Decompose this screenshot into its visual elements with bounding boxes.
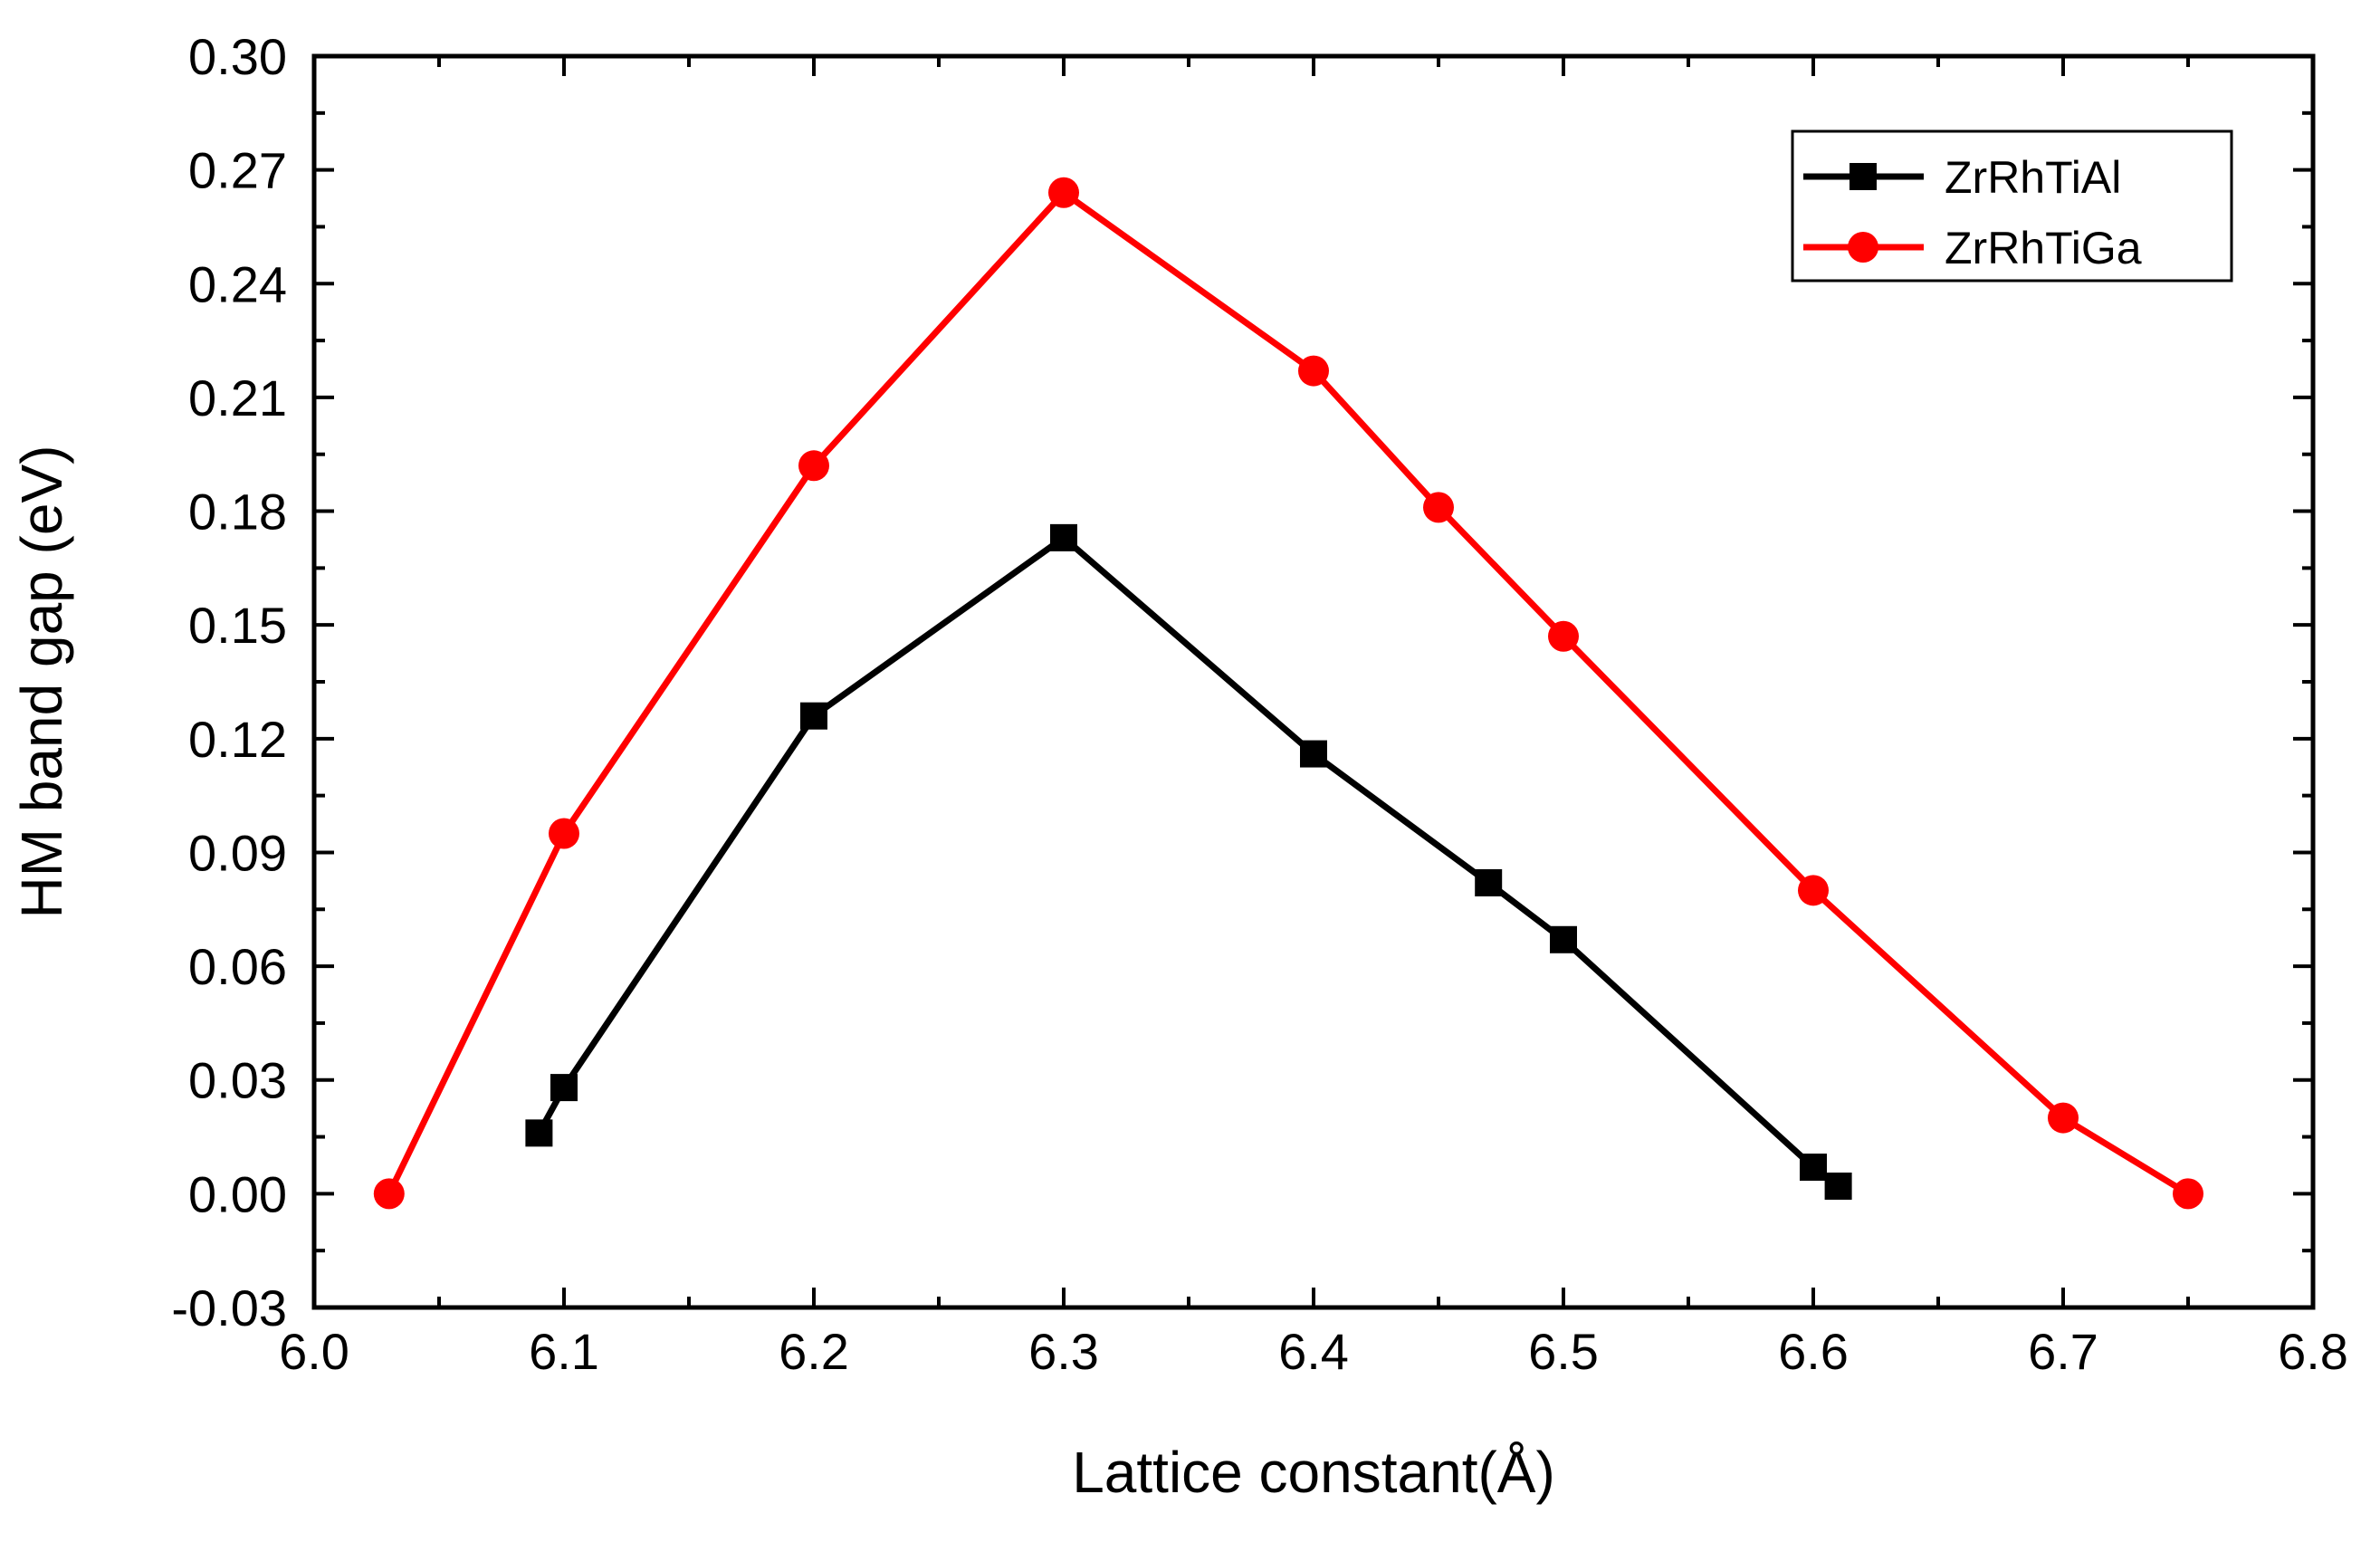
plot-frame [311, 53, 2316, 1310]
tick-labels: 6.0 6.1 6.2 6.3 6.4 6.5 6.6 6.7 6.8 -0.03 0.00 0.03… [171, 28, 2348, 1380]
x-tick-label: 6.1 [529, 1323, 599, 1380]
y-tick-label: 0.00 [188, 1165, 287, 1222]
y-tick-label: 0.18 [188, 484, 287, 541]
y-tick-label: 0.06 [188, 938, 287, 995]
legend-marker [1850, 163, 1877, 190]
data-point [1298, 355, 1329, 387]
x-tick-label: 6.2 [779, 1323, 849, 1380]
data-point [1798, 875, 1829, 906]
data-point [1550, 925, 1577, 953]
y-tick-label: 0.12 [188, 711, 287, 768]
legend-item: ZrRhTiGa [1803, 223, 2142, 273]
data-point [800, 702, 827, 730]
x-tick-label: 6.7 [2028, 1323, 2098, 1380]
legend: ZrRhTiAl ZrRhTiGa [1791, 129, 2233, 283]
x-tick-label: 6.4 [1278, 1323, 1349, 1380]
data-point [1824, 1172, 1852, 1200]
data-point [1048, 177, 1079, 208]
data-point [1800, 1154, 1827, 1182]
data-point [1300, 740, 1327, 768]
x-tick-label: 6.6 [1778, 1323, 1849, 1380]
y-tick-label: 0.03 [188, 1052, 287, 1109]
y-tick-label: -0.03 [171, 1279, 287, 1336]
x-axis-title: Lattice constant(Å) [1072, 1440, 1555, 1505]
plot-series [373, 177, 2203, 1210]
series-line [386, 189, 2190, 1197]
series-line [536, 534, 1840, 1189]
legend-items: ZrRhTiAl ZrRhTiGa [1803, 152, 2142, 273]
y-tick-label: 0.27 [188, 142, 287, 199]
y-axis-title: HM band gap (eV) [9, 445, 74, 919]
data-point [550, 1074, 578, 1102]
legend-label: ZrRhTiGa [1945, 223, 2142, 273]
series-ZrRhTiGa [373, 177, 2203, 1210]
y-tick-label: 0.21 [188, 369, 287, 426]
y-tick-label: 0.30 [188, 28, 287, 85]
x-tick-label: 6.3 [1028, 1323, 1099, 1380]
y-tick-label: 0.24 [188, 255, 287, 312]
data-point [549, 818, 579, 849]
data-point [1050, 523, 1077, 551]
data-point [2173, 1178, 2203, 1210]
data-point [525, 1119, 553, 1147]
x-tick-label: 6.5 [1528, 1323, 1599, 1380]
x-tick-label: 6.8 [2278, 1323, 2348, 1380]
data-point [2048, 1102, 2079, 1134]
y-tick-label: 0.15 [188, 597, 287, 654]
legend-marker [1848, 232, 1878, 263]
data-point [798, 450, 829, 482]
data-point [1423, 492, 1454, 523]
data-point [373, 1178, 405, 1210]
data-point [1548, 620, 1579, 652]
legend-label: ZrRhTiAl [1945, 152, 2121, 203]
series-ZrRhTiAl [525, 523, 1852, 1200]
data-point [1475, 868, 1503, 896]
legend-item: ZrRhTiAl [1803, 152, 2121, 203]
x-tick-label: 6.0 [279, 1323, 349, 1380]
y-tick-label: 0.09 [188, 824, 287, 881]
